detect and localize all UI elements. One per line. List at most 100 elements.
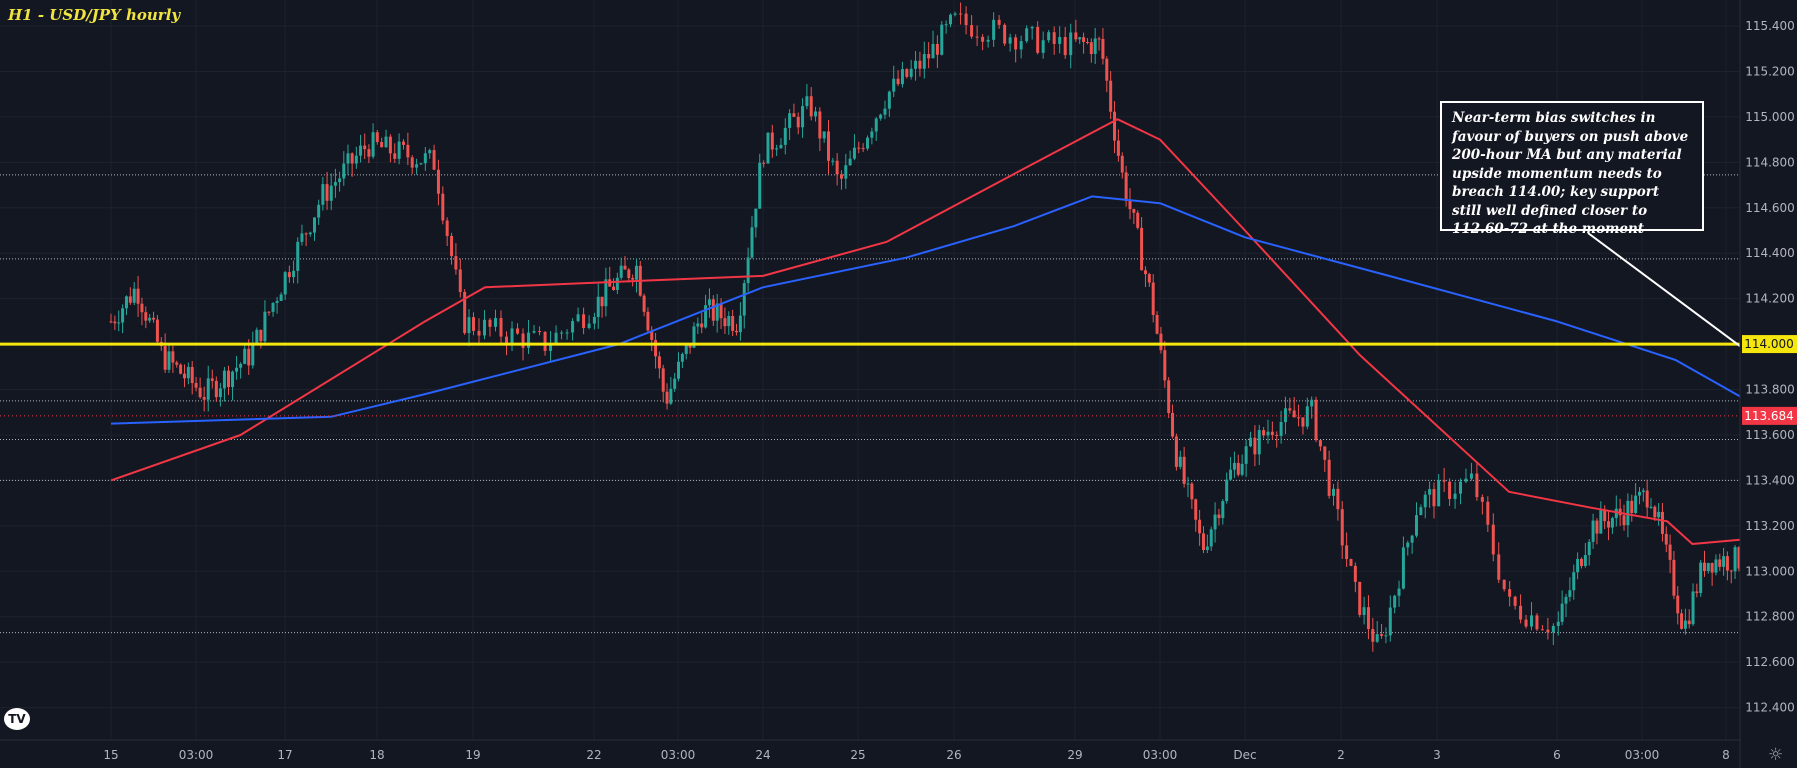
candle-body — [308, 232, 312, 235]
candle-body — [1074, 32, 1078, 40]
candle-body — [1257, 430, 1261, 455]
tradingview-logo[interactable]: TV — [4, 708, 30, 730]
candle-body — [554, 332, 558, 345]
candle-body — [1262, 430, 1266, 436]
candle-body — [214, 380, 218, 398]
candle-body — [1292, 410, 1296, 418]
candle-body — [1201, 533, 1205, 551]
candle-body — [822, 131, 826, 139]
candle-body — [704, 305, 708, 328]
horizontal-line-price-tag — [1742, 335, 1797, 354]
candle-body — [499, 318, 503, 337]
candle-body — [1253, 437, 1257, 455]
candle-body — [1622, 515, 1626, 526]
candle-body — [970, 25, 974, 37]
candle-body — [1572, 572, 1576, 591]
candle-body — [975, 36, 979, 38]
x-tick-label: 8 — [1722, 748, 1730, 762]
candle-body — [680, 353, 684, 362]
candle-body — [1069, 32, 1073, 56]
candle-body — [432, 150, 436, 170]
candle-body — [809, 96, 813, 117]
candle-body — [727, 315, 731, 327]
candle-body — [1217, 514, 1221, 519]
candle-body — [1275, 434, 1279, 436]
candle-body — [1691, 591, 1695, 625]
candle-body — [132, 288, 136, 303]
candle-body — [940, 24, 944, 55]
candle-body — [1159, 333, 1163, 351]
candle-body — [239, 363, 243, 368]
candle-body — [981, 36, 985, 42]
y-axis-panel[interactable] — [1740, 0, 1797, 768]
candle-body — [1336, 488, 1340, 510]
candle-body — [543, 331, 547, 351]
candle-body — [1093, 38, 1097, 54]
candle-body — [136, 288, 140, 304]
candle-body — [1668, 544, 1672, 560]
current-price-tag — [1742, 406, 1797, 425]
candle-body — [600, 296, 604, 307]
y-tick-label: 112.800 — [1745, 610, 1795, 624]
candle-body — [359, 145, 363, 156]
candle-body — [1047, 32, 1051, 41]
candle-body — [218, 388, 222, 398]
candle-body — [657, 356, 661, 369]
candle-body — [688, 343, 692, 348]
candle-body — [179, 364, 183, 374]
candle-body — [1637, 491, 1641, 496]
candle-body — [1124, 172, 1128, 202]
candle-body — [1737, 547, 1741, 569]
candle-body — [428, 150, 432, 154]
candle-body — [766, 132, 770, 164]
candle-body — [835, 160, 839, 175]
candle-body — [1432, 489, 1436, 507]
candle-body — [1353, 565, 1357, 582]
candle-body — [1607, 521, 1611, 528]
candle-body — [346, 153, 350, 164]
candle-body — [1491, 524, 1495, 555]
candle-body — [450, 235, 454, 257]
candle-body — [1085, 41, 1089, 43]
candle-body — [1480, 497, 1484, 502]
candle-body — [1401, 547, 1405, 589]
moving-averages — [110, 118, 1797, 545]
y-tick-label: 113.600 — [1745, 428, 1795, 442]
candle-body — [1194, 499, 1198, 520]
candle-body — [445, 220, 449, 236]
candle-body — [992, 19, 996, 40]
candle-body — [1318, 440, 1322, 447]
candle-body — [1030, 26, 1034, 29]
candle-body — [661, 368, 665, 392]
candle-body — [1551, 625, 1555, 633]
candle-body — [152, 317, 156, 320]
candle-body — [1722, 556, 1726, 567]
candle-body — [1475, 473, 1479, 498]
candle-body — [401, 141, 405, 145]
candle-body — [619, 265, 623, 278]
candle-body — [1097, 38, 1101, 40]
gear-icon[interactable]: ☼ — [1768, 745, 1784, 765]
candle-body — [848, 158, 852, 166]
candle-body — [1406, 542, 1410, 548]
candle-body — [1025, 28, 1029, 42]
candle-body — [604, 279, 608, 307]
candle-body — [631, 277, 635, 280]
candle-body — [263, 311, 267, 342]
candle-body — [707, 299, 711, 306]
candle-body — [1167, 380, 1171, 413]
y-tick-label: 112.600 — [1745, 655, 1795, 669]
candle-body — [1063, 36, 1067, 56]
candle-body — [1733, 547, 1737, 572]
candle-body — [1540, 629, 1544, 631]
candle-body — [1270, 431, 1274, 435]
candle-body — [805, 96, 809, 107]
candle-body — [692, 326, 696, 348]
candle-body — [1725, 556, 1729, 571]
candle-body — [393, 153, 397, 159]
candle-body — [696, 323, 700, 327]
candle-body — [1109, 80, 1113, 112]
candle-body — [410, 157, 414, 168]
x-axis-panel[interactable] — [0, 740, 1740, 768]
candle-body — [124, 296, 128, 309]
